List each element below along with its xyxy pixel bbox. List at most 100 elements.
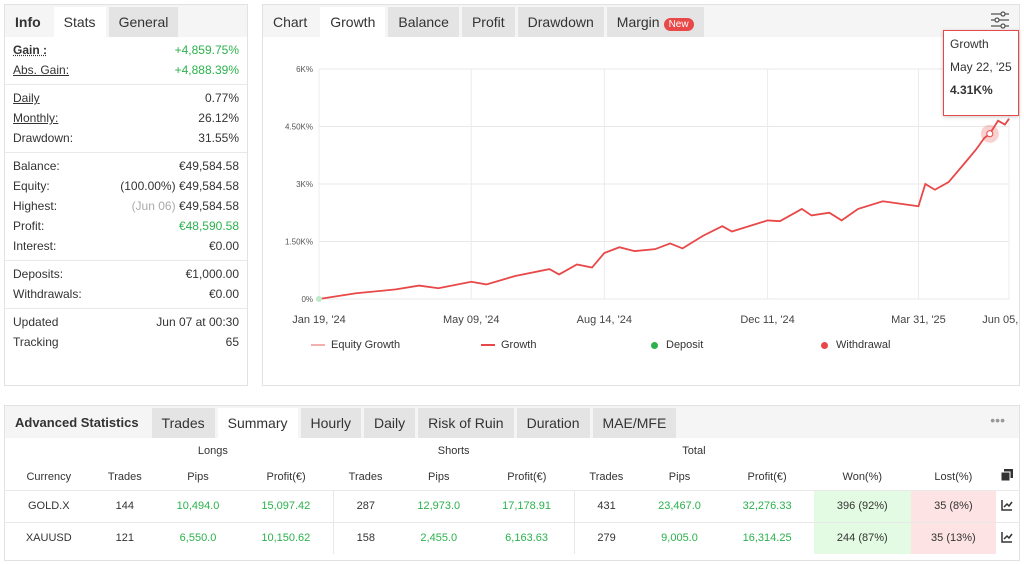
stats-group: Gain : +4,859.75% Abs. Gain: +4,888.39% — [5, 37, 247, 85]
tab-margin-label: Margin — [616, 14, 660, 30]
tab-stats[interactable]: Stats — [53, 7, 106, 37]
group-total: Total — [682, 445, 706, 457]
column-header: Pips — [428, 470, 450, 483]
legend-dot — [821, 341, 828, 349]
tab-drawdown[interactable]: Drawdown — [517, 7, 604, 37]
legend-label: Equity Growth — [331, 339, 401, 351]
tab-growth[interactable]: Growth — [320, 7, 386, 37]
stat-row: Deposits: €1,000.00 — [13, 264, 239, 284]
stat-row: Equity: (100.00%) €49,584.58 — [13, 176, 239, 196]
stat-value-wrap: +4,888.39% — [175, 60, 239, 80]
legend-dot — [651, 341, 658, 349]
stat-label: Withdrawals: — [13, 287, 82, 301]
copy-icon[interactable] — [996, 464, 1019, 490]
table-cell: 279 — [573, 521, 639, 554]
stat-value-wrap: 31.55% — [198, 128, 239, 148]
tab-profit[interactable]: Profit — [461, 7, 515, 37]
deposit-marker — [316, 296, 322, 302]
legend-swatch — [311, 344, 325, 346]
legend-deposit[interactable]: Deposit — [651, 339, 821, 351]
stats-tabs: Info Stats General — [5, 5, 247, 37]
stat-label: Daily — [13, 91, 40, 105]
stat-value: €1,000.00 — [185, 267, 239, 281]
table-cell: 431 — [573, 489, 639, 522]
column-header: Trades — [589, 470, 624, 483]
table-cell: 23,467.0 — [638, 489, 721, 522]
tab-margin[interactable]: Margin New — [606, 7, 704, 37]
stat-label: Tracking — [13, 335, 59, 349]
tab-general[interactable]: General — [108, 7, 179, 37]
table-cell: 158 — [332, 521, 398, 554]
y-tick-label: 4.50K% — [285, 123, 313, 132]
chart-icon[interactable] — [995, 489, 1019, 522]
stat-value-wrap: €49,584.58 — [179, 156, 239, 176]
stat-row: Highest: (Jun 06) €49,584.58 — [13, 196, 239, 216]
chart-icon[interactable] — [995, 521, 1019, 554]
stat-label: Deposits: — [13, 267, 64, 281]
legend-equity-growth[interactable]: Equity Growth — [311, 339, 481, 351]
stat-value-wrap: €0.00 — [209, 236, 239, 256]
stat-value: €48,590.58 — [178, 219, 239, 233]
table-cell: 12,973.0 — [397, 489, 480, 522]
tab-duration[interactable]: Duration — [516, 408, 590, 438]
stat-value-wrap: €48,590.58 — [179, 216, 239, 236]
group-longs: Longs — [197, 445, 228, 457]
tab-risk-of-ruin[interactable]: Risk of Ruin — [418, 408, 514, 438]
stat-value: +4,859.75% — [174, 43, 239, 57]
legend-growth[interactable]: Growth — [481, 339, 651, 351]
legend-label: Withdrawal — [836, 339, 891, 351]
table-cell: 144 — [92, 489, 158, 522]
table-cell: 17,178.91 — [479, 489, 575, 522]
growth-chart[interactable]: 0% 1.50K% 3K% 4.50K% 6K% Jan 19, '24 May 09, '… — [263, 39, 1021, 339]
column-header: Profit(€) — [507, 470, 547, 483]
tab-balance[interactable]: Balance — [388, 7, 459, 37]
stat-value-wrap: 65 — [226, 332, 239, 352]
y-tick-label: 1.50K% — [285, 238, 313, 247]
table-cell: 16,314.25 — [720, 521, 814, 554]
table-cell: GOLD.X — [5, 489, 93, 522]
tab-daily[interactable]: Daily — [363, 408, 416, 438]
table-cell: 35 (13%) — [910, 521, 996, 554]
column-header: Lost(%) — [934, 470, 973, 483]
stat-value-wrap: Jun 07 at 00:30 — [156, 312, 239, 332]
stat-label: Updated — [13, 315, 59, 329]
group-header-row: Longs Shorts Total — [5, 438, 1019, 464]
stat-value-wrap: (Jun 06) €49,584.58 — [132, 196, 239, 216]
stat-row: Withdrawals: €0.00 — [13, 284, 239, 304]
tab-mae-mfe[interactable]: MAE/MFE — [592, 408, 677, 438]
growth-line — [318, 118, 1010, 300]
tab-trades[interactable]: Trades — [151, 408, 215, 438]
stat-value: +4,888.39% — [174, 63, 239, 77]
stat-value: Jun 07 at 00:30 — [156, 315, 239, 329]
stat-value: €0.00 — [208, 287, 239, 301]
stat-value-wrap: +4,859.75% — [175, 40, 239, 60]
table-cell: 10,150.62 — [238, 521, 334, 554]
stat-row: Tracking 65 — [13, 332, 239, 352]
chart-tabs: Chart Growth Balance Profit Drawdown Mar… — [263, 5, 1019, 37]
tab-hourly[interactable]: Hourly — [300, 408, 361, 438]
stat-value: €49,584.58 — [178, 179, 239, 193]
stat-note: (Jun 06) — [131, 199, 176, 213]
tooltip-title: Growth — [950, 37, 989, 51]
stat-label: Gain : — [13, 43, 48, 57]
table-cell: 35 (8%) — [910, 489, 996, 522]
legend-withdrawal[interactable]: Withdrawal — [821, 339, 991, 351]
tab-summary[interactable]: Summary — [217, 408, 298, 438]
table-cell: 121 — [92, 521, 158, 554]
more-options-icon[interactable]: ••• — [990, 412, 1005, 428]
chart-tooltip: Growth May 22, '25 4.31K% — [943, 30, 1019, 116]
tab-info[interactable]: Info — [15, 14, 41, 30]
stat-value-wrap: 0.77% — [205, 88, 239, 108]
table-cell: 6,550.0 — [157, 521, 239, 554]
stat-row: Abs. Gain: +4,888.39% — [13, 60, 239, 80]
column-header: Currency — [26, 470, 72, 483]
stat-value: 31.55% — [198, 131, 239, 145]
column-header: Profit(€) — [266, 470, 306, 483]
table-cell: 6,163.63 — [479, 521, 575, 554]
stat-value: 26.12% — [198, 111, 239, 125]
stat-label: Highest: — [13, 199, 58, 213]
column-header: Pips — [187, 470, 209, 483]
y-tick-label: 6K% — [296, 65, 313, 74]
settings-sliders-icon[interactable] — [989, 9, 1011, 31]
stat-value-wrap: 26.12% — [198, 108, 239, 128]
